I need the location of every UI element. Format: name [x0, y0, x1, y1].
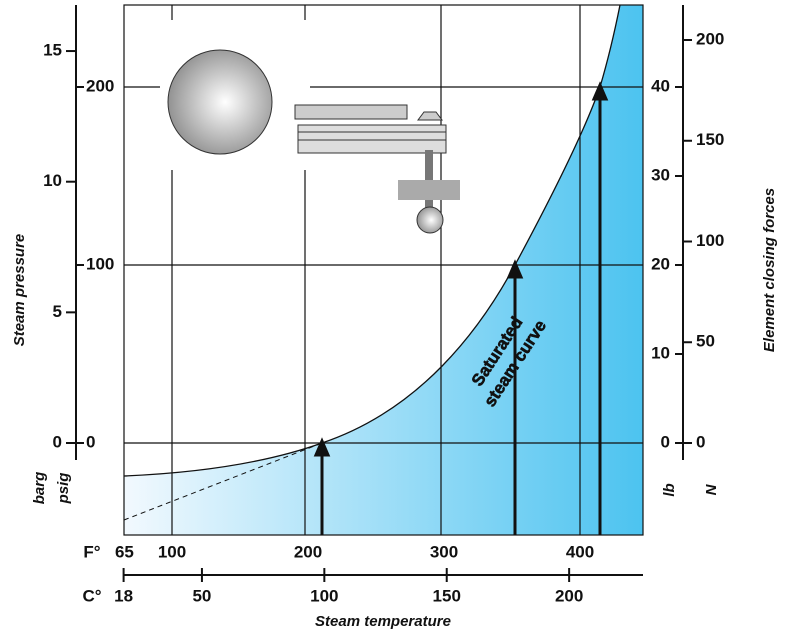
tick-label: 10 — [651, 343, 670, 362]
c-unit: C° — [82, 586, 101, 605]
tick-label: 5 — [53, 302, 62, 321]
tick-label: 200 — [555, 586, 583, 605]
tick-label: 0 — [661, 432, 670, 451]
tick-label: 300 — [430, 542, 458, 561]
lb-unit: lb — [661, 483, 678, 496]
psig-unit: psig — [55, 473, 72, 505]
force-label: Element closing forces — [761, 188, 778, 352]
barg-unit: barg — [31, 472, 48, 505]
pressure-label: Steam pressure — [11, 234, 28, 347]
tick-label: 200 — [294, 542, 322, 561]
tick-label: 150 — [433, 586, 461, 605]
tick-label: 18 — [114, 586, 133, 605]
tick-label: 0 — [86, 432, 95, 451]
tick-label: 0 — [696, 432, 705, 451]
arrows — [313, 81, 609, 535]
tick-label: 0 — [53, 432, 62, 451]
tick-label: 20 — [651, 254, 670, 273]
tick-label: 200 — [696, 29, 724, 48]
tick-label: 100 — [158, 542, 186, 561]
tick-label: 150 — [696, 130, 724, 149]
tick-label: 30 — [651, 165, 670, 184]
float-illustration — [160, 20, 460, 234]
tick-label: 100 — [86, 254, 114, 273]
tick-label: 200 — [86, 76, 114, 95]
tick-label: 100 — [310, 586, 338, 605]
tick-label: 50 — [192, 586, 211, 605]
temperature-label: Steam temperature — [315, 613, 451, 630]
tick-label: 100 — [696, 231, 724, 250]
tick-label: 15 — [43, 41, 62, 60]
f-unit: F° — [83, 542, 100, 561]
tick-label: 10 — [43, 171, 62, 190]
n-unit: N — [703, 483, 720, 495]
grid — [123, 4, 644, 536]
steam-area — [124, 5, 643, 535]
tick-label: 400 — [566, 542, 594, 561]
tick-label: 65 — [115, 542, 134, 561]
tick-label: 50 — [696, 332, 715, 351]
tick-label: 40 — [651, 76, 670, 95]
